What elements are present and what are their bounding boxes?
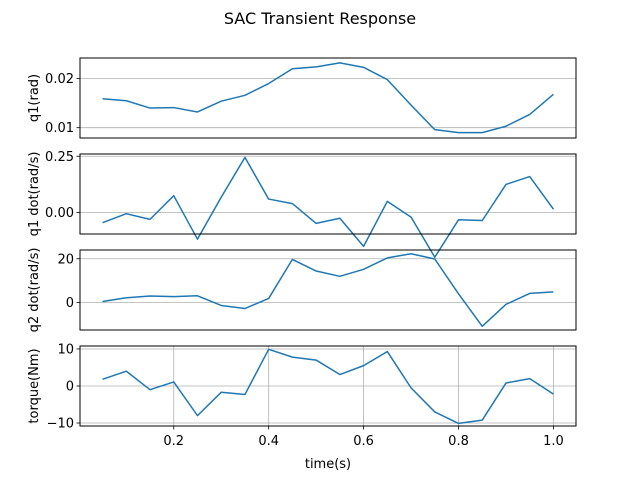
q2dot-y-tick-label-0: 0 [66, 296, 74, 311]
torque-series-line [102, 348, 554, 425]
q1-y-tick-label-1: 0.02 [45, 72, 74, 87]
q2dot-y-tick-label-1: 20 [57, 252, 74, 267]
x-tick-label-1: 0.4 [258, 434, 279, 449]
subplot-torque: −10 0 10 0.2 0.4 0.6 0.8 1.0 torque(Nm) [27, 342, 577, 449]
chart-title: SAC Transient Response [224, 9, 416, 28]
torque-y-tick-label-2: 10 [57, 342, 74, 357]
torque-y-tick-label-0: −10 [47, 417, 74, 432]
q1dot-y-tick-label-1: 0.25 [45, 150, 74, 165]
q1dot-series-line [102, 156, 555, 258]
q1dot-y-axis-label: q1 dot(rad/s) [27, 152, 42, 237]
torque-axes-frame [79, 345, 577, 427]
subplot-q2dot: 0 20 q2 dot(rad/s) [27, 248, 577, 333]
torque-y-tick-label-1: 0 [66, 380, 74, 395]
q2dot-axes-frame [79, 249, 577, 331]
q2dot-y-axis-label: q2 dot(rad/s) [27, 248, 42, 333]
q1-y-tick-label-0: 0.01 [45, 121, 74, 136]
q1-axes-frame [79, 57, 577, 139]
q2dot-series-line [102, 252, 554, 328]
q1-y-axis-label: q1(rad) [27, 74, 42, 122]
q1dot-axes-frame [79, 153, 577, 235]
q1-series-line [102, 62, 554, 134]
x-tick-label-4: 1.0 [543, 434, 564, 449]
x-tick-label-3: 0.8 [448, 434, 469, 449]
torque-y-axis-label: torque(Nm) [27, 348, 42, 423]
x-axis-label: time(s) [305, 457, 351, 472]
q1dot-y-tick-label-0: 0.00 [45, 206, 74, 221]
x-tick-label-2: 0.6 [353, 434, 374, 449]
x-tick-label-0: 0.2 [163, 434, 184, 449]
